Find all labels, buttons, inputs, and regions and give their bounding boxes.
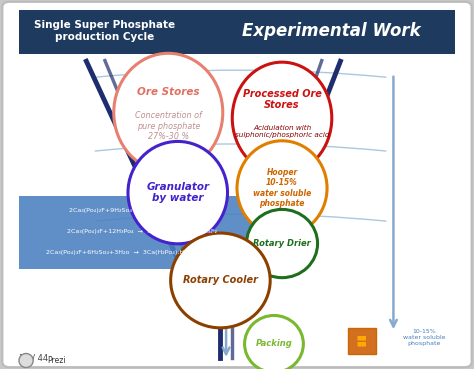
Text: Experimental Work: Experimental Work	[243, 22, 421, 40]
FancyBboxPatch shape	[19, 196, 265, 269]
Text: Rotary Drier: Rotary Drier	[253, 239, 311, 248]
Text: ■■
■■: ■■ ■■	[357, 335, 367, 346]
Text: Packing: Packing	[255, 339, 292, 348]
Text: Concentration of
pure phosphate
27%-30 %: Concentration of pure phosphate 27%-30 %	[135, 111, 202, 141]
Text: Granulator
by water: Granulator by water	[146, 182, 210, 203]
Text: 2Ca₃(Po₄)₃F+6H₂So₄+3H₂o  →  3Ca(H₂Po₄).H₂o+CaF₂+6CaSo₄: 2Ca₃(Po₄)₃F+6H₂So₄+3H₂o → 3Ca(H₂Po₄).H₂o…	[46, 250, 238, 255]
Text: 15 / 44: 15 / 44	[18, 354, 48, 362]
Text: Single Super Phosphate
production Cycle: Single Super Phosphate production Cycle	[34, 20, 175, 42]
Text: Acidulation with
sulphonic/phosphoric acid: Acidulation with sulphonic/phosphoric ac…	[235, 125, 329, 138]
Text: Prezi: Prezi	[47, 356, 66, 365]
Text: 2Ca₃(Po₄)₃F+12H₃Po₄  →  9Ca(H₂Po₄)₂.H₂o+CaF₂: 2Ca₃(Po₄)₃F+12H₃Po₄ → 9Ca(H₂Po₄)₂.H₂o+Ca…	[67, 229, 217, 234]
FancyBboxPatch shape	[348, 328, 376, 354]
Text: Hooper
10-15%
water soluble
phosphate: Hooper 10-15% water soluble phosphate	[253, 168, 311, 208]
Ellipse shape	[237, 141, 327, 235]
Ellipse shape	[246, 210, 318, 277]
Ellipse shape	[245, 315, 303, 369]
Ellipse shape	[171, 233, 270, 328]
Text: Rotary Cooler: Rotary Cooler	[183, 275, 258, 286]
Ellipse shape	[114, 53, 223, 172]
Text: 2Ca₃(Po₄)₂F+9H₂So₄  →  6H₃Po4+9CaSo₄+CaF₂: 2Ca₃(Po₄)₂F+9H₂So₄ → 6H₃Po4+9CaSo₄+CaF₂	[69, 208, 216, 213]
Ellipse shape	[19, 354, 33, 368]
Text: Ore Stores: Ore Stores	[137, 87, 200, 97]
Text: Processed Ore
Stores: Processed Ore Stores	[243, 89, 321, 110]
FancyBboxPatch shape	[19, 10, 455, 54]
Ellipse shape	[128, 141, 228, 244]
Ellipse shape	[232, 62, 332, 174]
Text: 10-15%
water soluble
phosphate: 10-15% water soluble phosphate	[403, 330, 446, 346]
